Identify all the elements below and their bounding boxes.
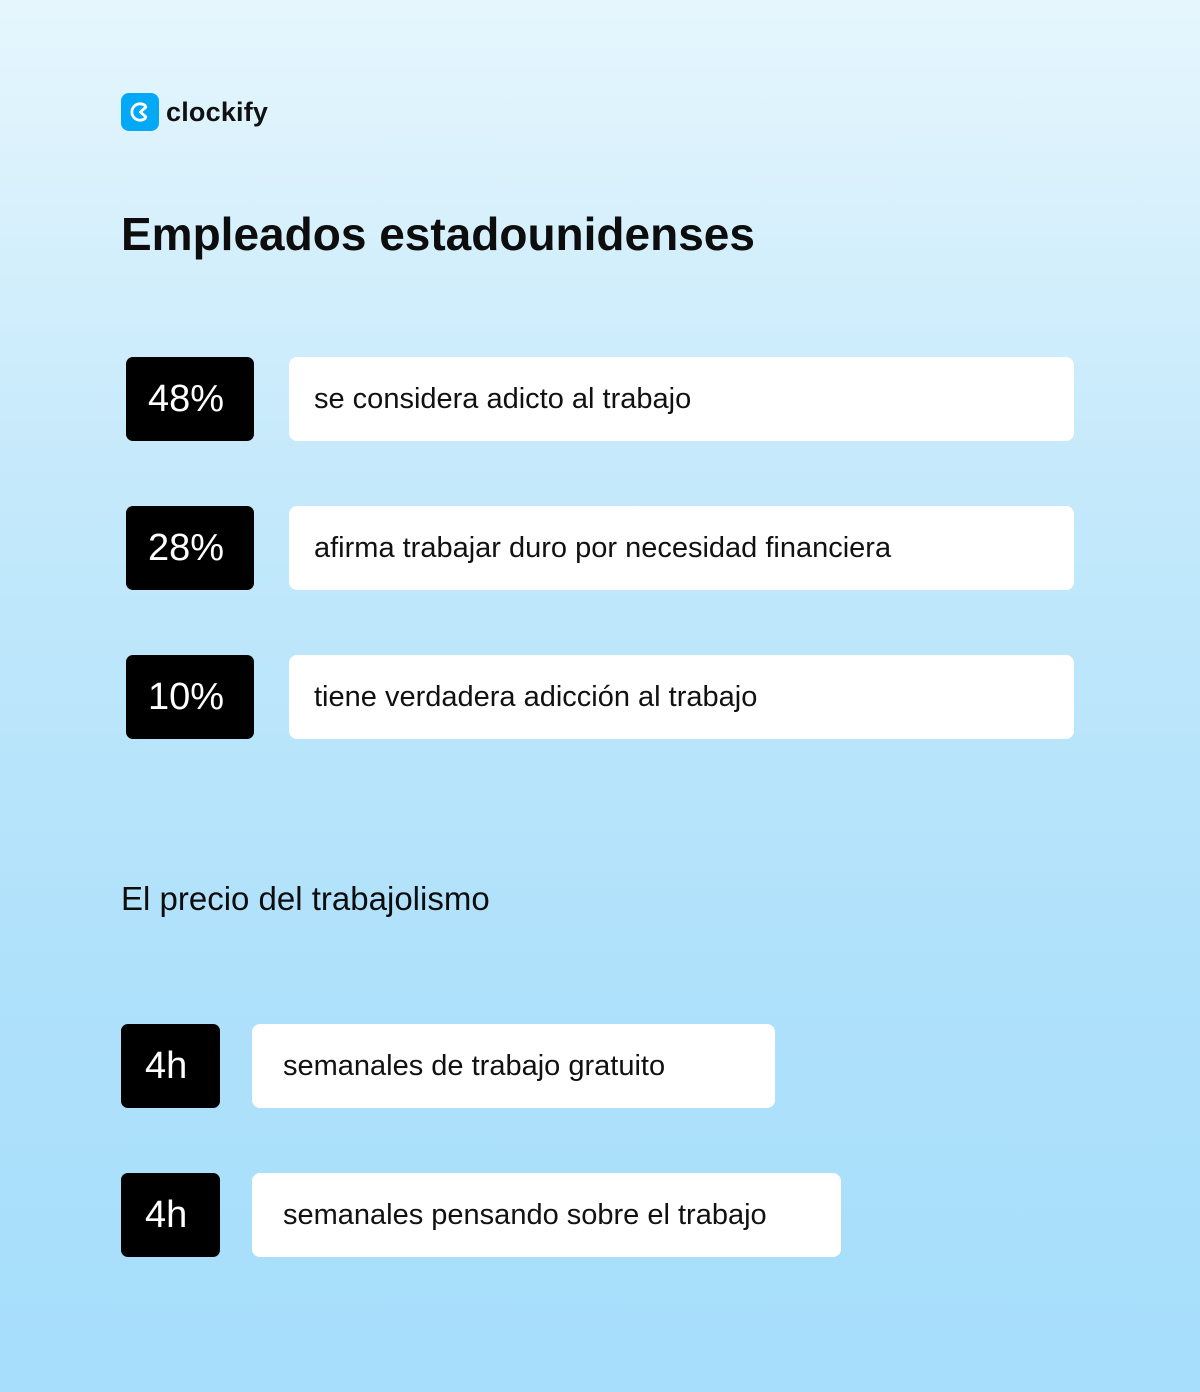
stat-value-badge: 4h [121,1024,220,1108]
stat-description: se considera adicto al trabajo [289,357,1074,441]
section-title: El precio del trabajolismo [121,880,490,917]
stat-description: semanales de trabajo gratuito [252,1024,775,1108]
stat-value-badge: 48% [126,357,254,441]
stat-value-badge: 10% [126,655,254,739]
stat-description: tiene verdadera adicción al trabajo [289,655,1074,739]
stat-value-badge: 28% [126,506,254,590]
brand-logo: clockify [121,93,268,131]
clockify-logo-icon [121,93,159,131]
page-title: Empleados estadounidenses [121,208,755,260]
stat-description: semanales pensando sobre el trabajo [252,1173,841,1257]
stat-value-badge: 4h [121,1173,220,1257]
brand-name: clockify [166,97,269,127]
stat-description: afirma trabajar duro por necesidad finan… [289,506,1074,590]
